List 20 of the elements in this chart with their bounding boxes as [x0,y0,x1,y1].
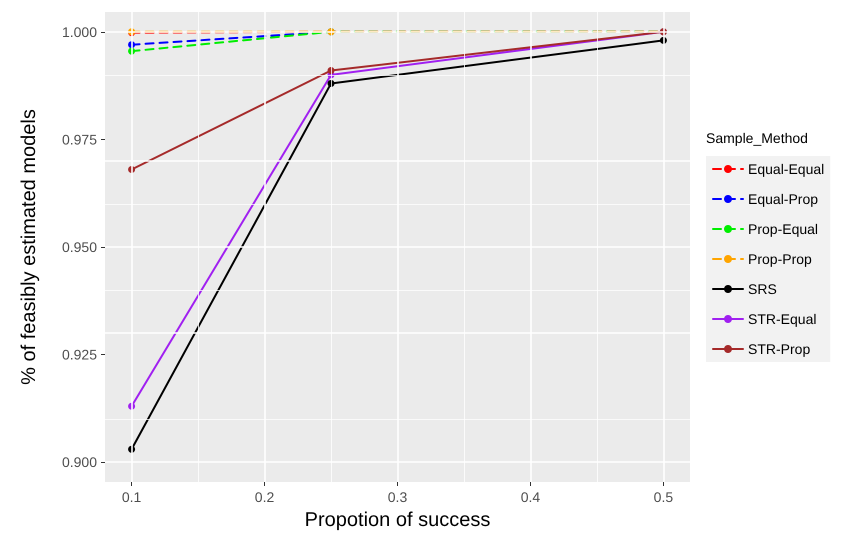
y-tick-label: 0.925 [62,346,98,363]
legend-label: STR-Prop [748,341,810,357]
legend-label: Prop-Equal [748,221,818,237]
legend-title: Sample_Method [706,130,808,146]
legend-label: Equal-Equal [748,161,824,177]
legend-label: Equal-Prop [748,191,818,207]
x-tick-label: 0.4 [520,489,540,505]
y-tick-label: 0.950 [62,239,98,255]
y-tick-label: 0.975 [62,131,98,148]
y-tick-label: 1.000 [62,24,98,40]
legend-label: STR-Equal [748,311,816,327]
legend-label: SRS [748,281,777,297]
y-axis-title: % of feasibly estimated models [18,109,40,385]
x-tick-label: 0.3 [388,489,408,505]
x-tick-label: 0.2 [254,489,274,505]
x-axis-title: Propotion of success [304,509,490,531]
x-tick-label: 0.1 [122,489,142,505]
legend-label: Prop-Prop [748,251,812,267]
y-tick-label: 0.900 [62,454,98,470]
x-tick-label: 0.5 [654,489,674,505]
